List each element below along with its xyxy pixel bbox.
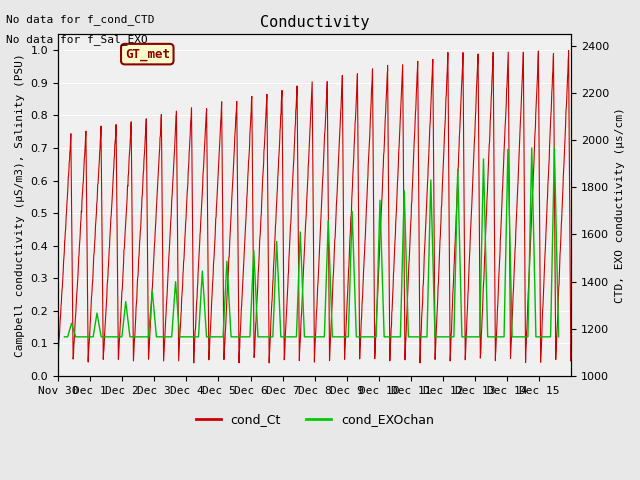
Legend: cond_Ct, cond_EXOchan: cond_Ct, cond_EXOchan <box>191 408 439 431</box>
Text: No data for f_Sal_EXO: No data for f_Sal_EXO <box>6 34 148 45</box>
Title: Conductivity: Conductivity <box>260 15 369 30</box>
Text: GT_met: GT_met <box>125 48 170 60</box>
Y-axis label: Campbell conductivity (µS/m3), Salinity (PSU): Campbell conductivity (µS/m3), Salinity … <box>15 53 25 357</box>
Y-axis label: CTD, EXO conductivity (µs/cm): CTD, EXO conductivity (µs/cm) <box>615 107 625 303</box>
Text: No data for f_cond_CTD: No data for f_cond_CTD <box>6 14 155 25</box>
